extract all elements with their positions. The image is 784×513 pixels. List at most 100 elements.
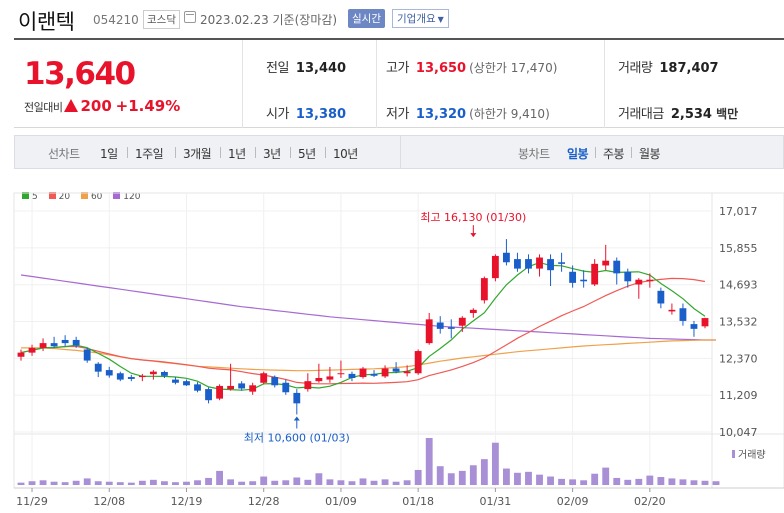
candle-daily[interactable]: 일봉 bbox=[567, 147, 589, 161]
volume-bar bbox=[348, 481, 356, 485]
period-1y[interactable]: 1년 bbox=[228, 147, 246, 161]
volume-bar bbox=[271, 480, 279, 485]
trading-amount: 거래대금 2,534 백만 bbox=[618, 103, 738, 122]
legend-ma120: 120 bbox=[123, 192, 141, 202]
candle-body bbox=[39, 343, 47, 348]
volume-bar bbox=[326, 479, 334, 485]
volume-bar bbox=[657, 477, 665, 485]
low-value: 13,320 bbox=[415, 107, 467, 122]
volume-bar bbox=[216, 470, 224, 485]
candle-chart-label: 봉차트 bbox=[518, 147, 550, 161]
stock-header: 이랜텍 054210 코스닥 2023.02.23 기준(장마감) 실시간 기업… bbox=[0, 0, 784, 38]
volume-bar bbox=[635, 478, 643, 485]
summary-divider bbox=[376, 40, 377, 128]
ma120-line bbox=[20, 274, 716, 341]
volume-bar bbox=[227, 479, 235, 485]
y-tick-label: 14,693 bbox=[719, 279, 758, 292]
company-overview-dropdown[interactable]: 기업개요 ▼ bbox=[392, 9, 449, 28]
toolbar-divider bbox=[400, 136, 401, 168]
ma20-line bbox=[20, 277, 706, 385]
summary-divider bbox=[242, 40, 243, 128]
toolbar-separator bbox=[220, 147, 221, 158]
volume-label: 거래량 bbox=[618, 61, 653, 76]
volume-bar bbox=[105, 481, 113, 485]
x-tick-label: 02/09 bbox=[557, 495, 589, 508]
volume-bar bbox=[480, 459, 488, 485]
period-10y[interactable]: 10년 bbox=[333, 147, 358, 161]
company-overview-label: 기업개요 bbox=[397, 13, 436, 25]
candle-body bbox=[127, 377, 135, 379]
volume-bar bbox=[83, 478, 91, 485]
volume-bar bbox=[392, 481, 400, 485]
candle-body bbox=[160, 371, 168, 376]
volume-bar bbox=[160, 481, 168, 485]
low-price: 저가 13,320 (하한가 9,410) bbox=[386, 103, 550, 122]
ma-legend: 5 20 60 120 bbox=[22, 192, 140, 202]
open-label: 시가 bbox=[266, 107, 289, 122]
price-summary: 13,640 전일대비 200 +1.49% 전일 13,440 고가 13,650(… bbox=[14, 40, 784, 128]
candle-body bbox=[480, 278, 488, 301]
candle-body bbox=[72, 339, 80, 346]
candle-body bbox=[613, 260, 621, 274]
volume-bar bbox=[149, 479, 157, 485]
prev-close: 전일 13,440 bbox=[266, 57, 346, 76]
realtime-button[interactable]: 실시간 bbox=[348, 9, 385, 28]
amount-label: 거래대금 bbox=[618, 107, 664, 122]
volume-bar bbox=[293, 477, 301, 485]
volume-bar bbox=[304, 479, 312, 485]
up-arrow-icon bbox=[293, 416, 300, 421]
candle-body bbox=[580, 279, 588, 282]
volume-legend-swatch bbox=[732, 450, 735, 458]
x-tick-label: 01/31 bbox=[480, 495, 512, 508]
low-annotation: 최저 10,600 (01/03) bbox=[244, 431, 350, 444]
candle-monthly[interactable]: 월봉 bbox=[639, 147, 661, 161]
candle-body bbox=[536, 257, 543, 269]
volume-bar bbox=[127, 482, 135, 485]
prev-close-value: 13,440 bbox=[295, 61, 347, 76]
ma60-line bbox=[21, 339, 716, 372]
candle-body bbox=[436, 322, 444, 329]
candle-body bbox=[183, 381, 190, 386]
stock-chart[interactable]: 17,017 15,855 14,693 13,532 12,370 11,209 10,0… bbox=[0, 185, 784, 513]
period-3m[interactable]: 3개월 bbox=[183, 147, 212, 161]
candle-body bbox=[646, 279, 654, 282]
candle-body bbox=[138, 375, 146, 378]
candle-body bbox=[657, 290, 665, 304]
volume-bar bbox=[172, 482, 179, 485]
candle-body bbox=[94, 363, 102, 372]
volume-bar bbox=[525, 471, 532, 485]
candle-body bbox=[414, 351, 422, 374]
volume-bar bbox=[116, 482, 124, 485]
chevron-down-icon: ▼ bbox=[437, 15, 444, 24]
candle-body bbox=[679, 308, 687, 321]
candle-body bbox=[668, 309, 676, 312]
candle-body bbox=[381, 368, 389, 377]
volume-bar bbox=[260, 476, 268, 485]
change-value: 200 bbox=[80, 97, 112, 115]
period-1d[interactable]: 1일 bbox=[100, 147, 118, 161]
volume-bar bbox=[569, 479, 577, 485]
down-arrow-icon bbox=[470, 233, 477, 238]
line-chart-label: 선차트 bbox=[48, 147, 80, 161]
candle-body bbox=[635, 279, 643, 285]
volume-bar bbox=[701, 480, 709, 485]
volume-bar bbox=[39, 480, 47, 485]
toolbar-separator bbox=[595, 147, 596, 158]
volume-bar bbox=[580, 480, 588, 485]
candle-body bbox=[491, 255, 499, 279]
candle-body bbox=[116, 373, 124, 380]
y-tick-label: 10,047 bbox=[719, 426, 758, 439]
volume-bar bbox=[138, 480, 146, 485]
period-1w[interactable]: 1주일 bbox=[135, 147, 164, 161]
volume-bar bbox=[668, 478, 676, 485]
y-tick-label: 13,532 bbox=[719, 316, 758, 329]
y-tick-label: 17,017 bbox=[719, 205, 758, 218]
candle-weekly[interactable]: 주봉 bbox=[603, 147, 625, 161]
period-5y[interactable]: 5년 bbox=[298, 147, 316, 161]
candle-body bbox=[359, 368, 367, 378]
volume-bar bbox=[50, 481, 58, 485]
volume-bar bbox=[205, 477, 212, 485]
legend-ma5: 5 bbox=[32, 192, 38, 202]
period-3y[interactable]: 3년 bbox=[263, 147, 281, 161]
prev-close-label: 전일 bbox=[266, 61, 289, 76]
